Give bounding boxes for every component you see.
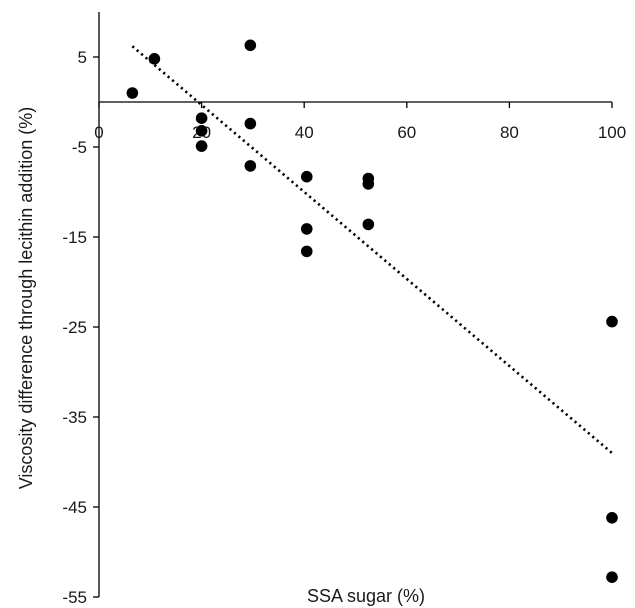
y-tick-label: -5 xyxy=(72,138,87,157)
data-point xyxy=(244,160,257,172)
trendline xyxy=(131,45,613,454)
data-point xyxy=(244,39,257,52)
y-tick-label: -45 xyxy=(62,498,87,517)
data-point xyxy=(148,53,161,65)
y-tick-label: -35 xyxy=(62,408,87,427)
y-axis-title: Viscosity difference through lecithin ad… xyxy=(16,107,36,490)
y-tick-label: -55 xyxy=(62,588,87,607)
data-point xyxy=(362,218,375,231)
x-axis-title: SSA sugar (%) xyxy=(307,586,425,606)
data-point xyxy=(195,140,208,152)
x-tick-label: 60 xyxy=(397,123,416,142)
y-tick-label: 5 xyxy=(78,48,87,67)
data-point xyxy=(362,178,375,190)
data-point xyxy=(300,223,313,235)
data-point xyxy=(195,125,208,137)
data-point xyxy=(606,315,618,328)
y-tick-label: -25 xyxy=(62,318,87,337)
data-point xyxy=(300,245,313,258)
x-tick-label: 100 xyxy=(598,123,626,142)
x-tick-label: 40 xyxy=(295,123,314,142)
x-tick-label: 80 xyxy=(500,123,519,142)
data-point xyxy=(606,512,618,524)
data-point xyxy=(195,112,208,124)
data-point xyxy=(244,117,257,130)
data-point xyxy=(300,170,313,183)
data-point xyxy=(606,571,618,583)
y-tick-label: -15 xyxy=(62,228,87,247)
data-points xyxy=(126,39,618,583)
data-point xyxy=(126,87,139,99)
axis-ticks: 5-5-15-25-35-45-55020406080100 xyxy=(62,48,626,607)
x-tick-label: 0 xyxy=(94,123,103,142)
